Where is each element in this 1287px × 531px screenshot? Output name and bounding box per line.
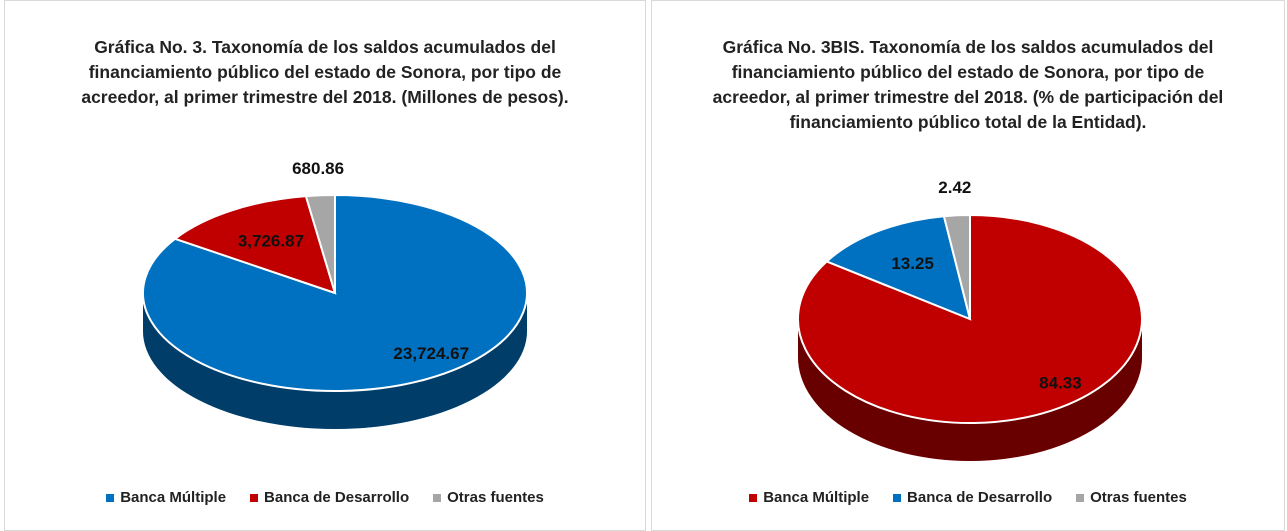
chart-title: Gráfica No. 3BIS. Taxonomía de los saldo… bbox=[712, 37, 1224, 132]
legend: Banca Múltiple Banca de Desarrollo Otras f… bbox=[652, 489, 1284, 506]
data-label: 2.42 bbox=[938, 178, 971, 197]
pie-slice bbox=[304, 193, 336, 294]
legend-item: Banca de Desarrollo bbox=[250, 489, 409, 506]
legend-label: Otras fuentes bbox=[1090, 489, 1187, 506]
legend-label: Banca Múltiple bbox=[763, 489, 870, 506]
legend-label: Banca Múltiple bbox=[120, 489, 227, 506]
legend-swatch bbox=[250, 494, 259, 503]
pie-side bbox=[798, 319, 1142, 461]
chart: 84.33 13.25 2.42 bbox=[797, 178, 1143, 461]
pie-slice bbox=[172, 195, 337, 295]
legend-swatch bbox=[433, 494, 442, 503]
legend-label: Otras fuentes bbox=[447, 489, 544, 506]
data-label: 3,726.87 bbox=[238, 231, 304, 250]
legend-item: Otras fuentes bbox=[433, 489, 544, 506]
pie-side-shade bbox=[798, 319, 1142, 461]
chart: 23,724.67 3,726.87 680.86 bbox=[142, 159, 528, 429]
data-label: 13.25 bbox=[891, 254, 934, 273]
pie-slice bbox=[824, 215, 972, 321]
legend-swatch bbox=[893, 494, 902, 503]
legend-swatch bbox=[106, 494, 115, 503]
legend-label: Banca de Desarrollo bbox=[907, 489, 1053, 506]
legend-item: Otras fuentes bbox=[1076, 489, 1187, 506]
pie-slice bbox=[942, 213, 971, 320]
legend-item: Banca Múltiple bbox=[749, 489, 869, 506]
pie-side bbox=[143, 293, 527, 429]
legend-swatch bbox=[749, 494, 758, 503]
legend-item: Banca de Desarrollo bbox=[893, 489, 1052, 506]
data-label: 23,724.67 bbox=[393, 344, 469, 363]
chart-title: Gráfica No. 3. Taxonomía de los saldos a… bbox=[81, 37, 569, 107]
legend-item: Banca Múltiple bbox=[106, 489, 226, 506]
legend-label: Banca de Desarrollo bbox=[264, 489, 410, 506]
legend-swatch bbox=[1076, 494, 1085, 503]
pie-side-shade bbox=[143, 293, 527, 429]
data-label: 84.33 bbox=[1039, 373, 1082, 392]
data-label: 680.86 bbox=[292, 159, 344, 178]
chart-panel: Gráfica No. 3. Taxonomía de los saldos a… bbox=[4, 0, 646, 531]
chart-panel: Gráfica No. 3BIS. Taxonomía de los saldo… bbox=[651, 0, 1285, 531]
legend: Banca Múltiple Banca de Desarrollo Otras f… bbox=[5, 489, 645, 506]
